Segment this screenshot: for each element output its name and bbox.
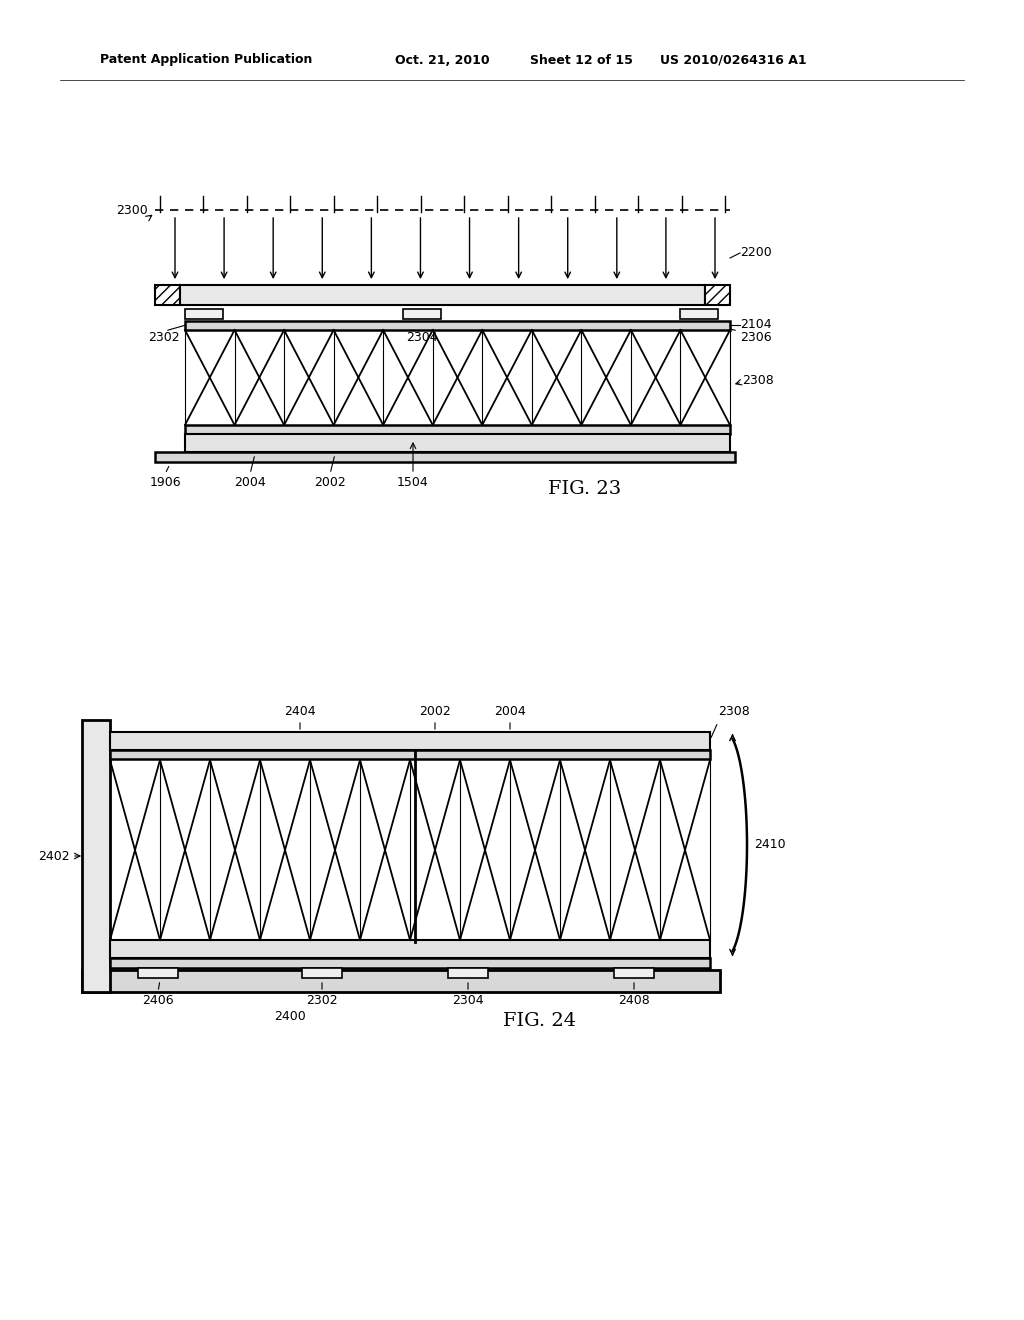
Bar bbox=[155, 285, 180, 305]
Text: 2302: 2302 bbox=[148, 331, 179, 345]
Bar bbox=[82, 719, 110, 993]
Text: FIG. 24: FIG. 24 bbox=[504, 1012, 577, 1030]
Bar bbox=[449, 968, 488, 978]
Text: 2200: 2200 bbox=[740, 246, 772, 259]
Text: 2406: 2406 bbox=[142, 994, 174, 1007]
Bar bbox=[138, 968, 178, 978]
Bar bbox=[110, 958, 710, 968]
Bar bbox=[185, 309, 223, 319]
Bar bbox=[614, 968, 654, 978]
Text: Sheet 12 of 15: Sheet 12 of 15 bbox=[530, 54, 633, 66]
Text: 2308: 2308 bbox=[742, 374, 774, 387]
Text: 2004: 2004 bbox=[495, 705, 526, 718]
Text: Patent Application Publication: Patent Application Publication bbox=[100, 54, 312, 66]
Text: 1906: 1906 bbox=[150, 477, 181, 488]
Text: 2300: 2300 bbox=[117, 203, 148, 216]
Bar bbox=[680, 309, 718, 319]
Text: 2004: 2004 bbox=[234, 477, 266, 488]
Text: 2002: 2002 bbox=[419, 705, 451, 718]
Bar bbox=[110, 733, 710, 750]
Bar bbox=[82, 970, 720, 993]
Text: 2404: 2404 bbox=[285, 705, 315, 718]
Text: Oct. 21, 2010: Oct. 21, 2010 bbox=[395, 54, 489, 66]
Bar bbox=[403, 309, 441, 319]
Bar bbox=[705, 285, 730, 305]
Bar bbox=[302, 968, 342, 978]
Text: 2302: 2302 bbox=[306, 994, 338, 1007]
Text: 2308: 2308 bbox=[718, 705, 750, 718]
Bar bbox=[180, 285, 705, 305]
Text: 2408: 2408 bbox=[618, 994, 650, 1007]
Text: 2304: 2304 bbox=[453, 994, 483, 1007]
Text: 2104: 2104 bbox=[740, 318, 772, 331]
Text: FIG. 23: FIG. 23 bbox=[549, 480, 622, 498]
Text: 2402: 2402 bbox=[38, 850, 70, 862]
Text: 2410: 2410 bbox=[754, 838, 785, 851]
Bar bbox=[185, 321, 730, 330]
Bar bbox=[185, 425, 730, 434]
Text: 2002: 2002 bbox=[314, 477, 346, 488]
Text: 2304: 2304 bbox=[407, 331, 438, 345]
Text: 2306: 2306 bbox=[740, 331, 772, 345]
Text: 2400: 2400 bbox=[274, 1010, 306, 1023]
Bar bbox=[110, 750, 710, 759]
Bar bbox=[185, 434, 730, 451]
Bar bbox=[155, 451, 735, 462]
Text: 1504: 1504 bbox=[397, 477, 429, 488]
Text: US 2010/0264316 A1: US 2010/0264316 A1 bbox=[660, 54, 807, 66]
Bar bbox=[110, 940, 710, 958]
